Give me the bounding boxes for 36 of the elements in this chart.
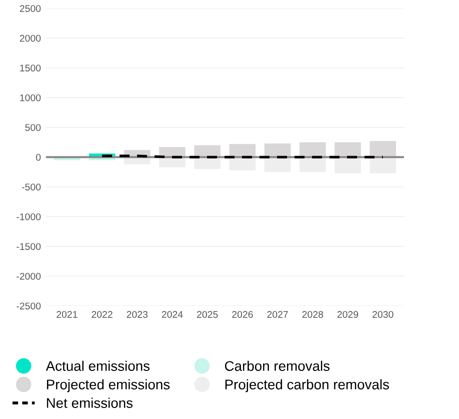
bar <box>264 157 291 172</box>
x-tick-label: 2027 <box>267 310 288 318</box>
y-tick-label: -500 <box>22 184 41 190</box>
y-tick-label: 1000 <box>20 94 41 102</box>
y-tick-label: 500 <box>25 124 41 131</box>
bar <box>370 157 396 174</box>
y-tick-label: -1500 <box>16 243 41 250</box>
y-tick-label: -2000 <box>16 272 41 280</box>
y-tick-label: -2500 <box>16 302 41 310</box>
bar <box>334 157 361 174</box>
y-tick-label: 2500 <box>20 5 41 12</box>
legend-label: Projected carbon removals <box>225 379 389 392</box>
y-tick-label: 2000 <box>20 34 41 42</box>
y-tick-label: 0 <box>36 154 41 161</box>
bar <box>299 142 326 158</box>
x-tick-label: 2021 <box>56 310 78 318</box>
x-tick-label: 2023 <box>126 310 148 318</box>
bar <box>334 142 361 158</box>
bar <box>299 157 326 172</box>
bar <box>229 144 256 158</box>
y-tick-label: -1000 <box>16 213 41 220</box>
x-tick-label: 2029 <box>337 310 358 318</box>
x-tick-label: 2028 <box>302 310 324 318</box>
bar <box>264 143 291 158</box>
y-tick-label: 1500 <box>20 64 41 72</box>
x-tick-label: 2026 <box>232 310 253 318</box>
bar <box>194 145 221 158</box>
legend-label: Net emissions <box>46 398 133 408</box>
bar <box>370 141 396 158</box>
x-tick-label: 2025 <box>197 310 218 318</box>
legend-label: Projected emissions <box>46 379 170 392</box>
x-tick-label: 2024 <box>162 310 183 318</box>
legend-label: Carbon removals <box>224 360 330 371</box>
x-tick-label: 2030 <box>372 310 394 318</box>
legend-label: Actual emissions <box>46 360 150 371</box>
x-tick-label: 2022 <box>92 310 112 318</box>
